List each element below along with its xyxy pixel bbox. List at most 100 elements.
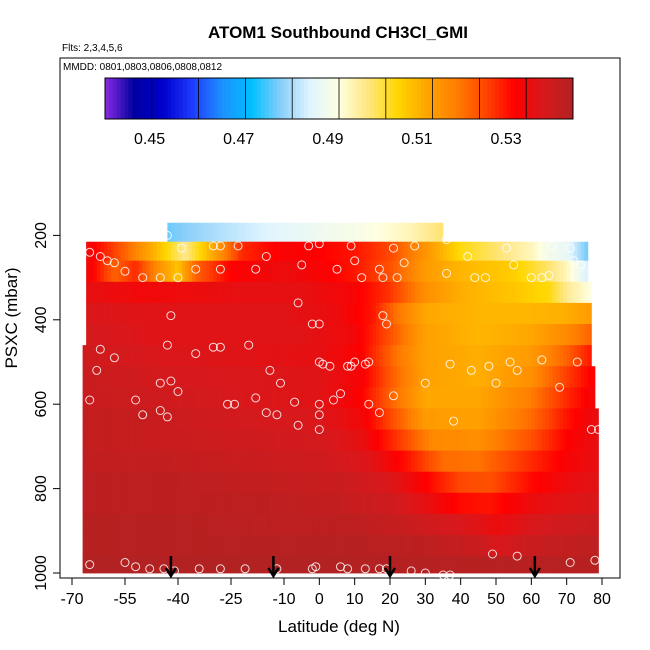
heatmap-cell — [414, 222, 419, 243]
heatmap-cell — [407, 535, 412, 557]
heatmap-cell — [195, 471, 200, 494]
heatmap-cell — [178, 450, 182, 473]
heatmap-cell — [573, 450, 578, 473]
heatmap-cell — [192, 302, 197, 325]
heatmap-cell — [411, 429, 416, 452]
heatmap-cell — [400, 281, 405, 304]
colorbar-swatch — [393, 78, 398, 119]
heatmap-cell — [503, 387, 507, 409]
heatmap-cell — [559, 281, 564, 304]
heatmap-cell — [404, 513, 409, 536]
heatmap-cell — [344, 324, 348, 346]
heatmap-cell — [541, 241, 546, 262]
heatmap-cell — [170, 513, 175, 536]
heatmap-cell — [577, 450, 582, 473]
heatmap-cell — [587, 429, 592, 452]
heatmap-cell — [252, 324, 257, 346]
heatmap-cell — [326, 429, 331, 452]
heatmap-cell — [117, 556, 122, 574]
heatmap-cell — [199, 222, 204, 243]
heatmap-cell — [312, 302, 317, 325]
heatmap-cell — [580, 513, 585, 536]
heatmap-cell — [432, 222, 437, 243]
x-tick-label: 60 — [522, 591, 540, 608]
heatmap-cell — [517, 492, 522, 515]
heatmap-cell — [375, 345, 380, 367]
heatmap-cell — [301, 324, 306, 346]
heatmap-cell — [549, 408, 553, 430]
heatmap-cell — [407, 302, 412, 325]
heatmap-cell — [209, 241, 214, 262]
heatmap-cell — [534, 345, 539, 367]
heatmap-cell — [322, 345, 327, 367]
heatmap-cell — [139, 366, 144, 388]
heatmap-cell — [559, 345, 564, 367]
heatmap-cell — [404, 302, 409, 325]
heatmap-cell — [181, 450, 186, 473]
colorbar-swatch — [378, 78, 383, 119]
heatmap-cell — [315, 408, 320, 430]
heatmap-cell — [167, 302, 172, 325]
heatmap-cell — [276, 281, 281, 304]
x-tick-label: 0 — [315, 591, 324, 608]
heatmap-cell — [527, 260, 532, 283]
heatmap-cell — [421, 535, 426, 557]
heatmap-cell — [209, 260, 214, 283]
heatmap-cell — [259, 429, 264, 452]
heatmap-cell — [435, 302, 440, 325]
heatmap-cell — [167, 387, 172, 409]
heatmap-cell — [393, 222, 398, 243]
heatmap-cell — [238, 260, 242, 283]
heatmap-cell — [146, 281, 151, 304]
colorbar-swatch — [526, 78, 531, 119]
heatmap-cell — [195, 302, 200, 325]
heatmap-cell — [365, 535, 370, 557]
heatmap-cell — [552, 366, 557, 388]
heatmap-cell — [185, 471, 189, 494]
heatmap-cell — [319, 471, 324, 494]
heatmap-cell — [587, 556, 592, 574]
heatmap-cell — [570, 429, 575, 452]
heatmap-cell — [294, 324, 299, 346]
heatmap-cell — [223, 408, 228, 430]
heatmap-cell — [241, 281, 246, 304]
heatmap-cell — [471, 260, 476, 283]
heatmap-cell — [259, 302, 264, 325]
heatmap-cell — [411, 281, 416, 304]
heatmap-cell — [280, 408, 285, 430]
heatmap-cell — [195, 408, 200, 430]
heatmap-cell — [411, 387, 416, 409]
heatmap-cell — [216, 366, 221, 388]
observation-point — [488, 549, 497, 559]
heatmap-cell — [390, 387, 394, 409]
heatmap-cell — [139, 302, 144, 325]
heatmap-cell — [170, 535, 175, 557]
heatmap-cell — [467, 366, 472, 388]
heatmap-cell — [209, 429, 214, 452]
heatmap-cell — [435, 345, 440, 367]
heatmap-cell — [379, 345, 384, 367]
heatmap-cell — [337, 366, 341, 388]
heatmap-cell — [527, 366, 532, 388]
heatmap-cell — [238, 429, 242, 452]
heatmap-cell — [103, 260, 108, 283]
observation-point — [343, 361, 353, 371]
heatmap-cell — [492, 387, 497, 409]
heatmap-cell — [298, 513, 303, 536]
observation-point — [512, 551, 522, 561]
heatmap-cell — [390, 222, 394, 243]
heatmap-cell — [231, 281, 235, 304]
heatmap-cell — [100, 450, 105, 473]
heatmap-cell — [234, 513, 239, 536]
heatmap-cell — [132, 324, 136, 346]
heatmap-cell — [322, 556, 327, 574]
colorbar-swatch — [292, 78, 297, 119]
heatmap-cell — [457, 281, 462, 304]
heatmap-cell — [255, 241, 260, 262]
heatmap-cell — [439, 492, 444, 515]
heatmap-cell — [86, 302, 91, 325]
heatmap-cell — [301, 222, 306, 243]
heatmap-cell — [351, 387, 356, 409]
heatmap-cell — [185, 513, 189, 536]
heatmap-cell — [114, 471, 119, 494]
